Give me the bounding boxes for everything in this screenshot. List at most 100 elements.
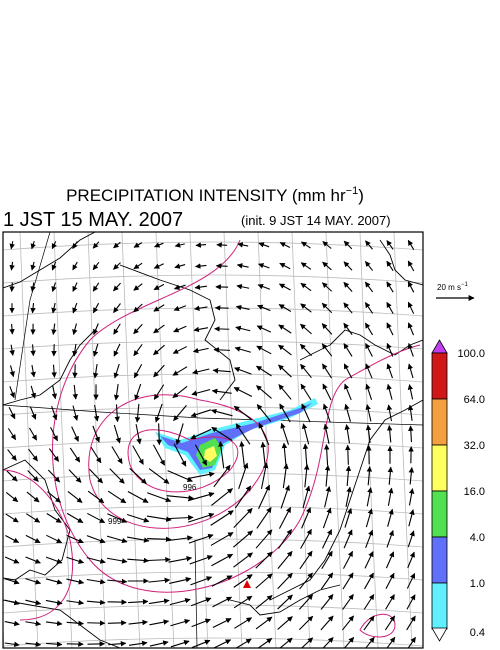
title-close: ) — [358, 186, 364, 205]
wind-arrow — [66, 578, 85, 585]
wind-arrow — [364, 261, 374, 271]
wind-arrow — [4, 599, 20, 606]
wind-arrow — [210, 510, 234, 526]
wind-arrow — [366, 466, 373, 486]
wind-arrow — [216, 242, 228, 248]
wind-arrow — [92, 302, 100, 314]
wind-arrow — [386, 404, 393, 422]
wind-arrow — [107, 620, 127, 626]
wind-arrow — [66, 512, 84, 524]
wind-arrow — [321, 302, 333, 314]
wind-arrow — [278, 384, 292, 400]
wind-arrow — [386, 322, 394, 336]
wind-arrow — [190, 428, 212, 440]
wind-arrow — [194, 284, 207, 290]
color-label: 100.0 — [457, 348, 485, 360]
wind-arrow — [169, 597, 191, 606]
wind-arrow — [322, 363, 332, 379]
wind-arrow — [173, 284, 186, 290]
wind-arrow — [113, 424, 121, 444]
wind-arrow — [133, 283, 143, 291]
wind-vectors — [4, 239, 416, 648]
color-swatch — [431, 444, 448, 492]
wind-arrow — [45, 620, 63, 627]
wind-arrow — [194, 305, 208, 311]
wind-arrow — [408, 467, 415, 485]
wind-arrow — [113, 384, 120, 401]
wind-arrow — [133, 323, 143, 335]
wind-arrow — [47, 491, 61, 503]
wind-arrow — [256, 345, 272, 355]
wind-arrow — [365, 508, 373, 528]
wind-arrow — [344, 507, 353, 528]
wind-arrow — [51, 364, 57, 378]
wind-arrow — [235, 638, 252, 648]
wind-arrow — [190, 597, 212, 607]
wind-arrow — [343, 343, 353, 357]
wind-arrow — [278, 506, 292, 529]
wind-arrow — [106, 557, 128, 564]
wind-arrow — [300, 241, 311, 249]
coast — [3, 329, 96, 406]
wind-arrow — [153, 283, 165, 291]
coastlines — [3, 232, 423, 648]
wind-arrow — [113, 363, 120, 379]
wind-arrow — [92, 364, 99, 379]
valid-time: 1 JST 15 MAY. 2007 — [3, 209, 183, 231]
wind-arrow — [343, 261, 353, 271]
wind-arrow — [25, 641, 42, 648]
wind-arrow — [25, 556, 41, 564]
wind-arrow — [154, 242, 164, 248]
wind-arrow — [9, 282, 15, 292]
wind-arrow — [234, 346, 251, 353]
wind-arrow — [407, 260, 415, 272]
boundary — [3, 404, 423, 426]
precip-yellow — [204, 446, 217, 462]
wind-arrow — [9, 386, 15, 399]
wind-arrow — [72, 282, 78, 292]
wind-arrow — [387, 487, 394, 506]
wind-arrow — [107, 513, 128, 523]
wind-arrow — [343, 240, 353, 250]
wind-arrow — [9, 261, 15, 271]
wind-arrow — [89, 468, 103, 484]
wind-arrow — [387, 508, 394, 527]
wind-arrow — [113, 262, 121, 270]
wind-arrow — [321, 323, 333, 335]
wind-arrow — [27, 470, 39, 482]
title: PRECIPITATION INTENSITY (mm hr−1) — [66, 185, 364, 205]
wind-arrow — [5, 513, 19, 523]
wind-arrow — [211, 488, 233, 506]
wind-arrow — [5, 534, 20, 544]
wind-arrow — [127, 557, 150, 564]
wind-arrow — [72, 384, 78, 400]
wind-arrow — [4, 641, 20, 648]
wind-arrow — [51, 385, 58, 400]
wind-arrow — [322, 637, 334, 648]
wind-arrow — [210, 532, 234, 546]
wind-arrow — [214, 326, 230, 332]
wind-arrow — [323, 423, 330, 444]
wind-arrow — [93, 323, 99, 335]
wind-arrow — [321, 282, 333, 292]
wind-arrow — [256, 507, 272, 529]
wind-arrow — [211, 388, 232, 395]
wind-arrow — [278, 304, 292, 312]
wind-arrow — [25, 599, 42, 606]
wind-arrow — [172, 366, 188, 376]
wind-arrow — [51, 282, 57, 293]
wind-arrow — [406, 615, 416, 631]
wind-arrow — [133, 242, 143, 248]
wind-arrow — [9, 241, 15, 250]
over-triangle — [431, 339, 448, 354]
wind-arrow — [300, 303, 312, 313]
wind-arrow — [152, 444, 166, 466]
wind-arrow — [187, 492, 215, 502]
wind-arrow — [257, 304, 271, 312]
contour-label: 996 — [183, 483, 197, 492]
wind-arrow — [386, 260, 394, 272]
wind-arrow — [278, 324, 292, 334]
wind-arrow — [344, 383, 352, 401]
wind-arrow — [233, 508, 253, 528]
wind-arrow — [366, 487, 373, 507]
